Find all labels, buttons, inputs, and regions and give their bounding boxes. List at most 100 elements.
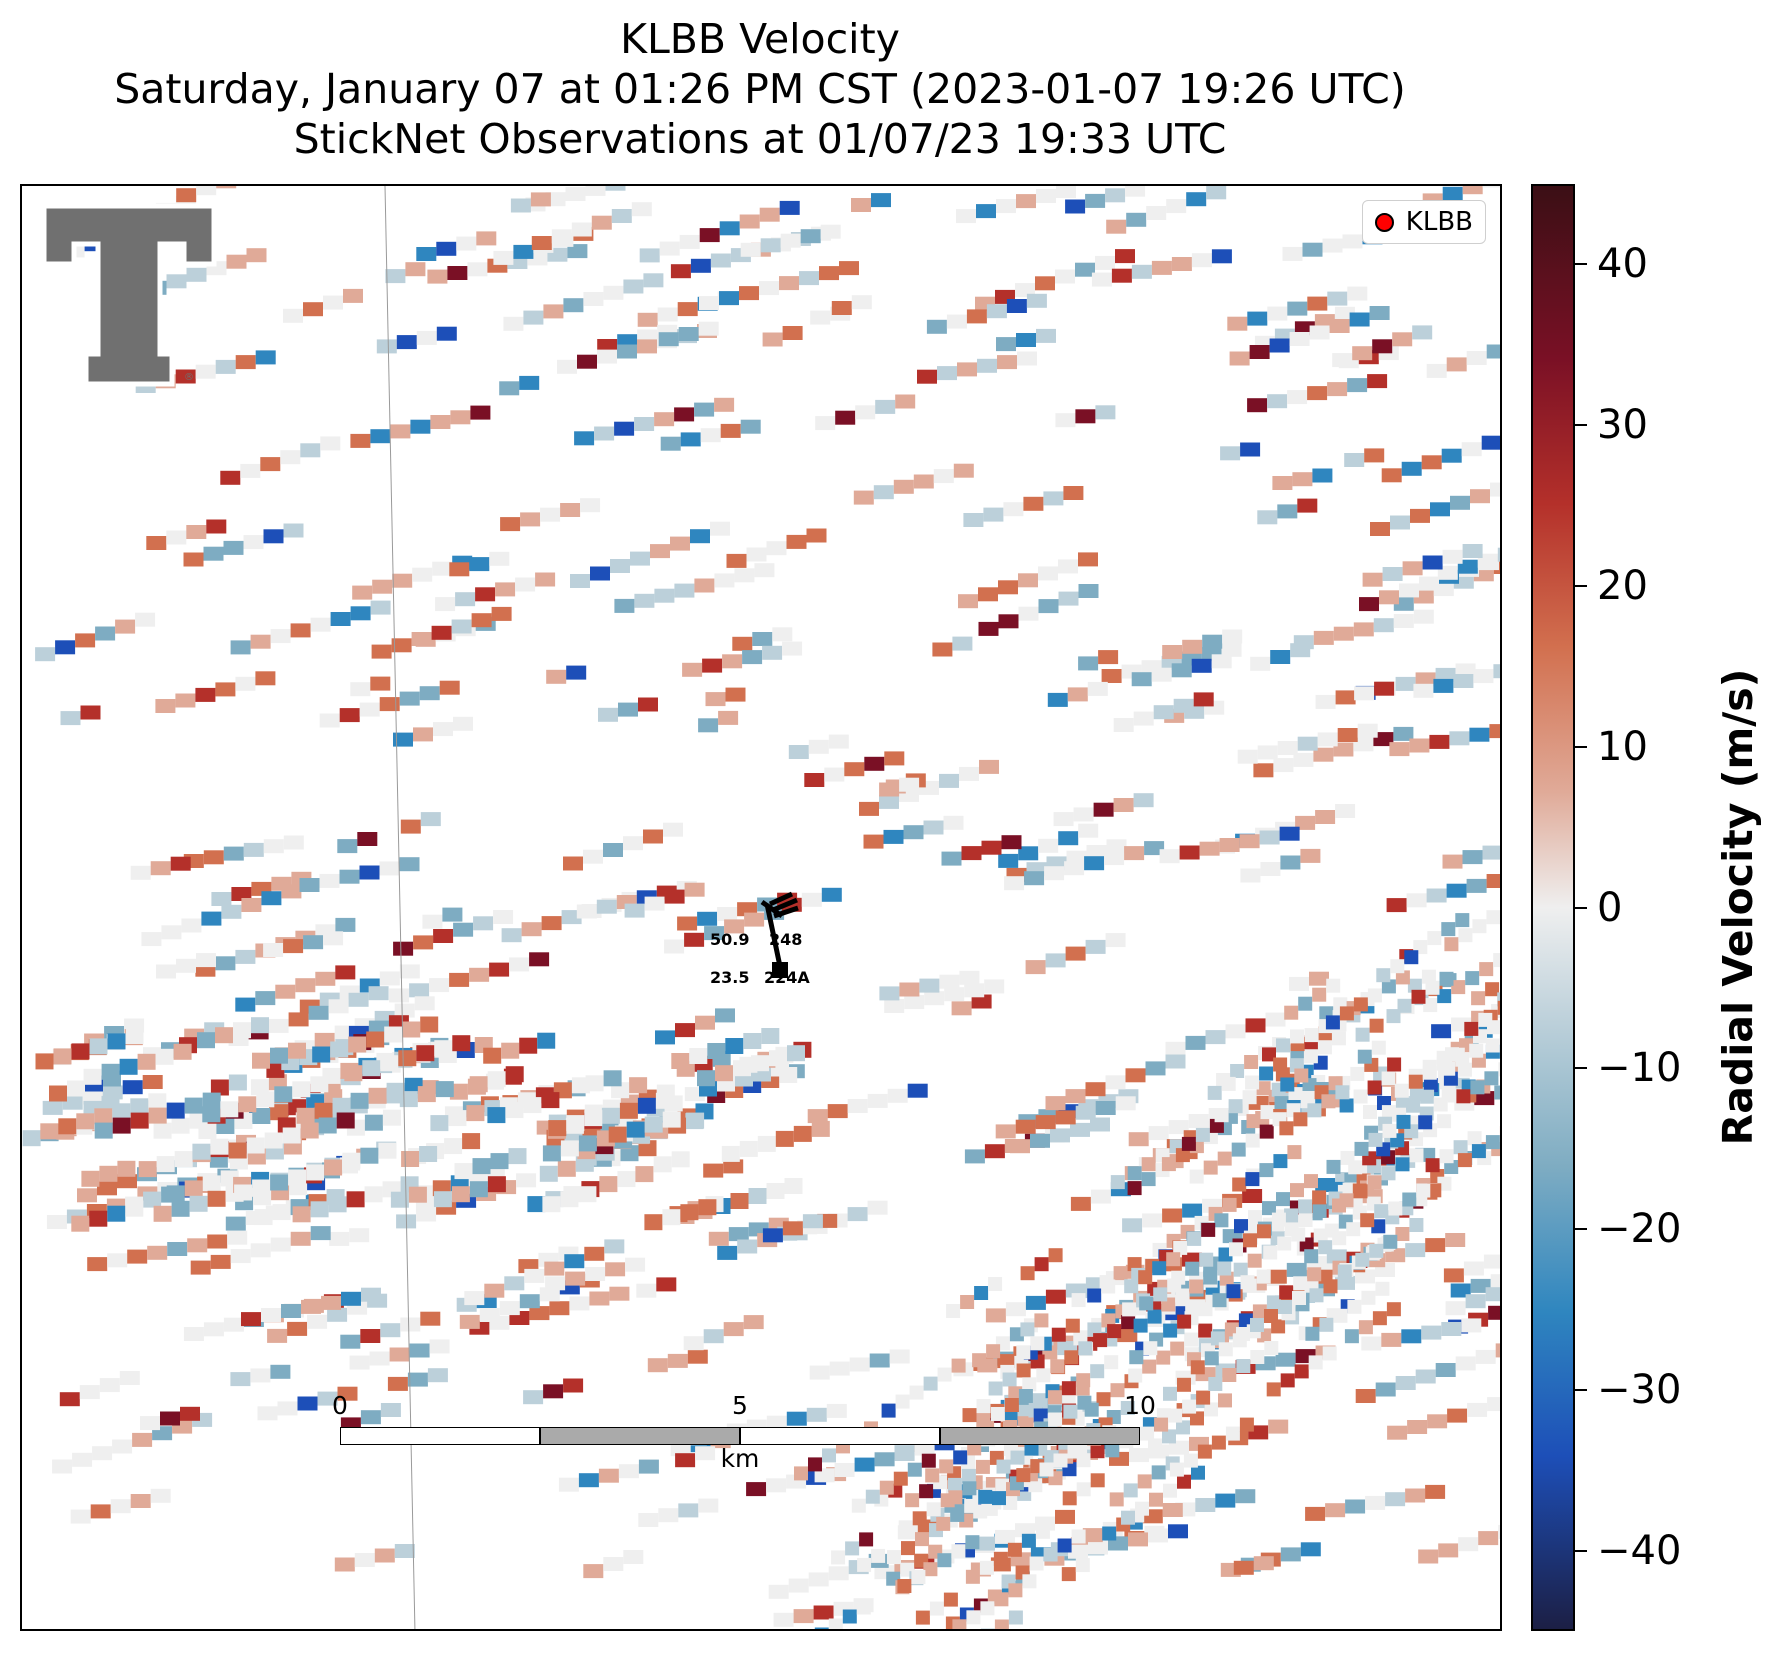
velocity-gate	[1425, 1158, 1440, 1173]
velocity-gate	[268, 1074, 287, 1091]
velocity-gate	[87, 1257, 108, 1272]
velocity-gate	[1450, 1283, 1471, 1298]
velocity-gate	[1015, 1119, 1036, 1134]
velocity-gate	[442, 907, 463, 922]
colorbar-tick-label: −20	[1597, 1206, 1682, 1253]
velocity-gate	[1198, 1302, 1213, 1317]
velocity-gate	[360, 1410, 381, 1425]
velocity-gate	[1465, 971, 1480, 986]
velocity-gate	[35, 647, 56, 662]
velocity-gate	[1183, 1453, 1198, 1468]
velocity-gate	[319, 873, 340, 888]
velocity-gate	[793, 1125, 812, 1142]
velocity-gate	[184, 1180, 203, 1197]
velocity-gate	[1421, 455, 1442, 470]
velocity-gate	[413, 935, 434, 950]
velocity-gate	[1323, 1279, 1338, 1294]
velocity-gate	[1248, 1210, 1262, 1225]
velocity-gate	[1279, 1285, 1294, 1300]
velocity-gate	[1260, 862, 1281, 876]
velocity-gate	[235, 355, 256, 370]
velocity-gate	[1418, 1115, 1433, 1130]
colorbar-tick-label: 30	[1597, 402, 1648, 449]
velocity-gate	[380, 1403, 401, 1417]
velocity-gate	[1455, 1052, 1470, 1067]
velocity-gate	[1347, 1299, 1362, 1314]
velocity-gate	[1307, 296, 1328, 311]
velocity-gate	[1426, 888, 1447, 903]
velocity-gate	[599, 1176, 618, 1193]
velocity-gate	[215, 956, 236, 971]
velocity-gate	[184, 1097, 203, 1114]
velocity-gate	[674, 583, 695, 598]
velocity-gate	[614, 598, 635, 613]
velocity-gate	[978, 1489, 993, 1504]
velocity-gate	[324, 1159, 343, 1176]
velocity-gate	[1420, 1089, 1435, 1104]
velocity-gate	[1478, 1531, 1499, 1546]
velocity-gate	[1008, 1610, 1023, 1625]
velocity-gate	[501, 1042, 520, 1059]
velocity-gate	[493, 910, 514, 924]
velocity-gate	[1487, 1397, 1500, 1412]
velocity-gate	[808, 739, 829, 754]
velocity-gate	[433, 1191, 452, 1208]
velocity-gate	[1309, 971, 1329, 986]
velocity-gate	[520, 512, 541, 527]
velocity-gate	[71, 1215, 90, 1232]
velocity-gate	[352, 585, 373, 600]
velocity-gate	[1386, 898, 1407, 913]
velocity-gate	[1358, 1320, 1373, 1335]
velocity-gate	[917, 369, 937, 384]
velocity-gate	[290, 1231, 311, 1246]
velocity-gate	[312, 1046, 331, 1063]
velocity-gate	[988, 1381, 1003, 1396]
velocity-gate	[1347, 286, 1368, 301]
velocity-gate	[62, 1095, 83, 1110]
velocity-gate	[1353, 1089, 1368, 1104]
velocity-gate	[1245, 1172, 1260, 1187]
velocity-gate	[455, 592, 476, 607]
velocity-gate	[361, 1287, 381, 1302]
velocity-gate	[1388, 1201, 1403, 1216]
velocity-gate	[1361, 1336, 1382, 1351]
velocity-gate	[1025, 1295, 1046, 1310]
velocity-gate	[1308, 1355, 1323, 1370]
velocity-gate	[509, 957, 530, 972]
velocity-gate	[40, 1123, 59, 1140]
velocity-gate	[1447, 1408, 1468, 1423]
velocity-gate	[523, 1390, 544, 1405]
radar-map[interactable]: ® KLBB 50.9 248 23.5 224A	[20, 184, 1502, 1631]
velocity-gate	[1252, 1304, 1267, 1319]
velocity-gate	[1363, 1105, 1377, 1119]
velocity-gate	[1498, 1062, 1500, 1077]
velocity-gate	[1129, 1350, 1144, 1365]
velocity-gate	[115, 619, 136, 634]
velocity-gate	[717, 1245, 738, 1260]
velocity-gate	[241, 898, 262, 912]
velocity-gate	[884, 751, 905, 766]
velocity-gate	[1055, 1509, 1075, 1524]
velocity-gate	[1124, 1279, 1139, 1294]
velocity-gate	[1008, 1386, 1023, 1401]
velocity-gate	[1379, 590, 1399, 605]
velocity-gate	[1497, 547, 1500, 562]
velocity-gate	[984, 979, 1005, 994]
velocity-gate	[332, 1097, 351, 1114]
velocity-gate	[1061, 1567, 1076, 1582]
colorbar-tick	[1575, 745, 1587, 748]
velocity-gate	[1422, 555, 1443, 570]
velocity-gate	[893, 479, 914, 494]
velocity-gate	[523, 310, 544, 325]
velocity-gate	[1247, 1253, 1262, 1268]
velocity-gate	[1117, 1328, 1138, 1343]
velocity-gate	[430, 415, 451, 429]
velocity-gate	[433, 929, 454, 943]
velocity-gate	[610, 559, 630, 573]
velocity-gate	[170, 856, 191, 871]
velocity-gate	[923, 1376, 938, 1391]
velocity-gate	[52, 1459, 73, 1474]
velocity-gate	[1357, 723, 1378, 738]
velocity-gate	[256, 1091, 275, 1108]
velocity-gate	[977, 358, 997, 373]
